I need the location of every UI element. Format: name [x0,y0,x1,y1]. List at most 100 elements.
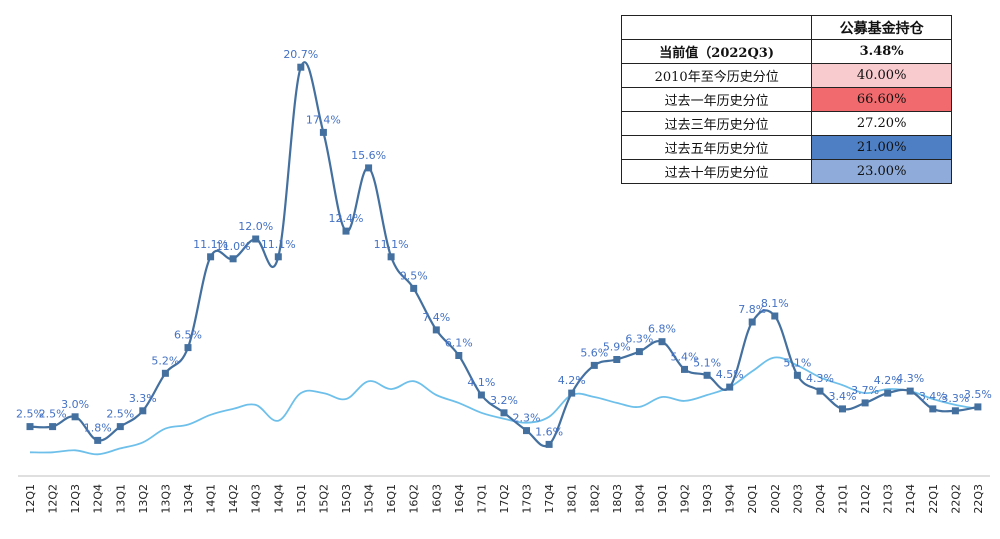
stats-header-blank [620,15,813,40]
stats-row: 当前值（2022Q3) 3.48% [620,39,952,64]
data-point-marker [500,409,508,417]
data-label: 5.2% [151,354,179,367]
stats-row-label: 过去十年历史分位 [620,159,813,184]
data-label: 6.5% [174,329,202,342]
x-tick-label: 21Q2 [859,484,872,514]
data-point-marker [365,164,373,172]
data-label: 2.5% [39,408,67,421]
data-label: 8.1% [761,297,789,310]
x-tick-label: 19Q3 [701,484,714,514]
data-label: 4.3% [896,372,924,385]
x-tick-label: 21Q3 [882,484,895,514]
data-label: 3.2% [490,394,518,407]
data-label: 3.0% [61,398,89,411]
data-point-marker [319,128,327,136]
data-point-marker [455,352,463,359]
x-tick-label: 21Q1 [837,484,850,514]
stats-row-value: 40.00% [811,63,952,88]
data-label: 4.1% [467,376,495,389]
data-point-marker [545,440,553,448]
data-point-marker [342,227,350,235]
x-tick-label: 20Q4 [814,484,827,514]
x-tick-label: 20Q2 [769,484,782,514]
data-label: 7.8% [738,303,766,316]
data-label: 12.4% [329,212,364,225]
x-tick-label: 15Q3 [340,484,353,514]
data-label: 5.1% [693,356,721,369]
data-label: 2.5% [16,408,44,421]
data-point-marker [884,389,892,397]
data-label: 6.3% [625,333,653,346]
stats-row-label: 过去一年历史分位 [620,87,813,112]
x-tick-label: 17Q3 [521,484,534,514]
x-tick-label: 13Q1 [114,484,127,514]
data-point-marker [681,365,688,373]
data-point-marker [568,389,576,397]
data-label: 20.7% [283,48,318,61]
data-label: 1.6% [535,425,563,438]
x-tick-label: 17Q2 [498,484,511,514]
x-tick-label: 15Q1 [295,484,308,514]
x-tick-label: 20Q1 [746,484,759,514]
data-point-marker [839,405,846,413]
x-tick-label: 12Q3 [69,484,82,514]
data-point-marker [297,63,305,71]
stats-row-value: 66.60% [811,87,952,112]
data-point-marker [49,423,57,431]
x-tick-label: 14Q4 [272,484,285,514]
data-point-marker [951,407,959,415]
x-tick-label: 22Q3 [972,484,985,514]
data-point-marker [726,383,734,391]
data-point-marker [71,413,79,421]
stats-row-value: 3.48% [811,39,952,64]
stats-row: 过去一年历史分位 66.60% [620,87,952,112]
primary-series-markers [26,63,982,448]
data-point-marker [771,312,779,320]
data-label: 3.4% [829,390,857,403]
x-tick-label: 16Q1 [385,484,398,514]
stats-row: 过去十年历史分位 23.00% [620,159,952,184]
data-point-marker [929,405,937,413]
data-label: 11.0% [216,240,251,253]
x-tick-label: 19Q1 [656,484,669,514]
stats-row-value: 23.00% [811,159,952,184]
x-tick-label: 13Q2 [137,484,150,514]
data-label: 3.4% [919,390,947,403]
data-label: 5.1% [783,356,811,369]
stats-header-fund: 公募基金持仓 [811,15,952,40]
data-point-marker [748,318,756,326]
x-tick-label: 17Q4 [543,484,556,514]
data-label: 3.5% [964,388,992,401]
stats-row-value: 21.00% [811,135,952,160]
data-point-marker [432,326,440,334]
stats-row-label: 过去五年历史分位 [620,135,813,160]
data-point-marker [861,399,869,407]
data-label: 4.2% [874,374,902,387]
data-point-marker [26,423,34,431]
stats-table: 公募基金持仓 当前值（2022Q3) 3.48% 2010年至今历史分位 40.… [620,15,952,184]
x-tick-label: 18Q4 [633,484,646,514]
x-tick-label: 18Q3 [611,484,624,514]
data-point-marker [613,356,621,363]
x-tick-label: 17Q1 [475,484,488,514]
x-tick-labels: 12Q1 12Q2 12Q3 12Q4 13Q1 13Q2 13Q3 13Q4 14Q1 14Q2… [24,484,985,514]
data-label: 15.6% [351,149,386,162]
data-label: 4.2% [558,374,586,387]
data-label: 6.8% [648,323,676,336]
x-tick-label: 18Q1 [566,484,579,514]
x-tick-label: 19Q4 [724,484,737,514]
data-label: 4.3% [806,372,834,385]
data-point-marker [161,369,169,377]
x-tick-label: 15Q4 [363,484,376,514]
data-point-marker [94,436,102,444]
data-point-marker [116,423,124,431]
data-point-marker [139,407,147,415]
x-tick-label: 14Q2 [227,484,240,514]
data-label: 5.9% [603,341,631,354]
x-tick-label: 12Q4 [92,484,105,514]
data-point-marker [252,235,260,243]
x-tick-label: 14Q1 [205,484,218,514]
data-point-marker [906,387,914,395]
data-labels: 2.5%2.5%3.0%1.8%2.5%3.3%5.2%6.5%11.1%11.… [16,48,992,438]
